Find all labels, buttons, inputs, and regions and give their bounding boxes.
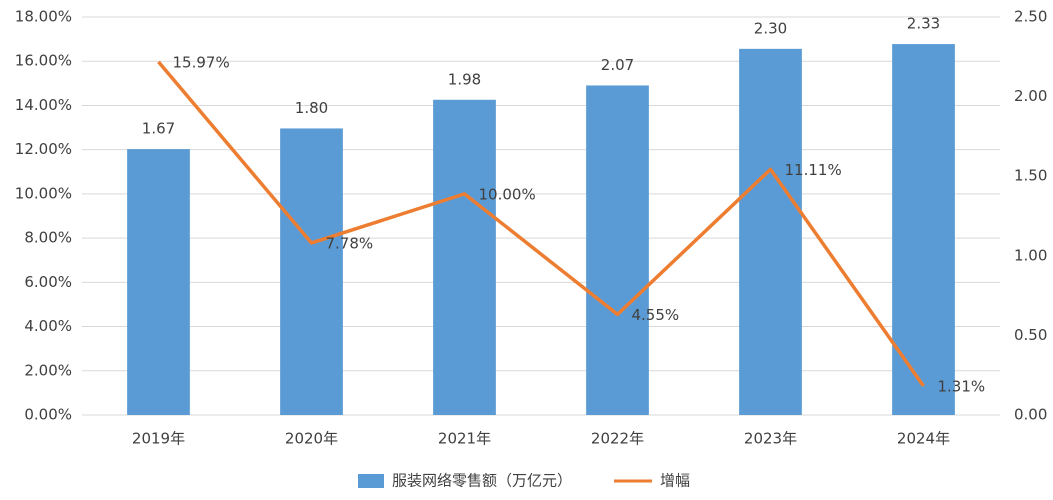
x-tick-label: 2024年 — [897, 430, 950, 448]
y2-tick-label: 1.50 — [1014, 167, 1047, 185]
y-tick-label: 16.00% — [15, 52, 72, 70]
data-label: 4.55% — [632, 306, 680, 324]
bar — [586, 85, 649, 416]
data-label: 2.30 — [754, 19, 787, 37]
data-label: 1.80 — [295, 99, 328, 117]
bar — [739, 48, 802, 416]
y-tick-label: 10.00% — [15, 184, 72, 202]
line — [157, 60, 925, 388]
data-label: 10.00% — [479, 185, 536, 203]
data-label: 1.31% — [938, 378, 986, 396]
y2-tick-label: 2.00 — [1014, 87, 1047, 105]
x-tick-label: 2021年 — [438, 430, 491, 448]
y2-tick-label: 1.00 — [1014, 246, 1047, 264]
legend-swatch — [358, 474, 384, 488]
y2-tick-label: 0.00 — [1014, 406, 1047, 424]
y-tick-label: 0.00% — [24, 406, 72, 424]
data-label: 7.78% — [326, 234, 374, 252]
y-tick-label: 6.00% — [24, 273, 72, 291]
bar — [892, 44, 955, 416]
y-tick-label: 4.00% — [24, 317, 72, 335]
bar — [433, 99, 496, 415]
data-label: 11.11% — [785, 161, 842, 179]
y2-tick-label: 0.50 — [1014, 326, 1047, 344]
bar — [127, 149, 190, 416]
bar — [280, 128, 343, 415]
y-tick-label: 2.00% — [24, 361, 72, 379]
y-tick-label: 18.00% — [15, 8, 72, 26]
x-tick-label: 2023年 — [744, 430, 797, 448]
data-label: 2.33 — [907, 15, 940, 33]
y2-tick-label: 2.50 — [1014, 8, 1047, 26]
x-tick-label: 2020年 — [285, 430, 338, 448]
y-tick-label: 14.00% — [15, 96, 72, 114]
x-tick-label: 2019年 — [132, 430, 185, 448]
data-label: 15.97% — [173, 53, 230, 71]
data-label: 1.67 — [142, 120, 175, 138]
data-label: 2.07 — [601, 56, 634, 74]
y-tick-label: 12.00% — [15, 140, 72, 158]
legend-label: 服装网络零售额（万亿元） — [392, 472, 572, 490]
y-tick-label: 8.00% — [24, 229, 72, 247]
legend-label: 增幅 — [660, 472, 690, 490]
legend: 服装网络零售额（万亿元） 增幅 — [358, 472, 690, 490]
x-tick-label: 2022年 — [591, 430, 644, 448]
data-label: 1.98 — [448, 70, 481, 88]
